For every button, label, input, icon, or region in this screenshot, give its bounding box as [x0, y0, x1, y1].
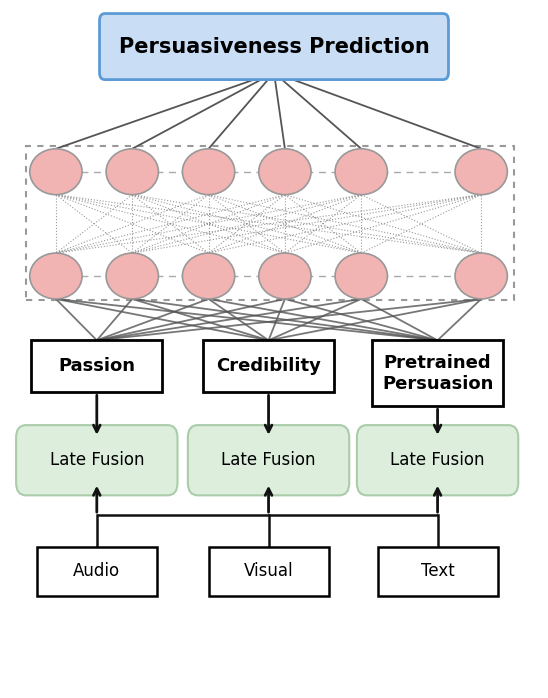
- Text: Text: Text: [421, 563, 454, 581]
- Text: Audio: Audio: [73, 563, 121, 581]
- Bar: [37, 547, 157, 596]
- Ellipse shape: [455, 149, 507, 195]
- Ellipse shape: [259, 253, 311, 299]
- Ellipse shape: [455, 253, 507, 299]
- Ellipse shape: [182, 253, 235, 299]
- Text: Visual: Visual: [244, 563, 293, 581]
- Bar: [209, 547, 328, 596]
- Ellipse shape: [259, 149, 311, 195]
- Ellipse shape: [182, 149, 235, 195]
- Bar: [372, 341, 503, 406]
- FancyBboxPatch shape: [357, 425, 518, 496]
- Text: Late Fusion: Late Fusion: [49, 451, 144, 469]
- Text: Late Fusion: Late Fusion: [390, 451, 485, 469]
- Bar: [378, 547, 498, 596]
- Ellipse shape: [30, 149, 82, 195]
- FancyBboxPatch shape: [16, 425, 178, 496]
- Ellipse shape: [106, 149, 158, 195]
- Bar: [31, 341, 162, 392]
- Text: Pretrained
Persuasion: Pretrained Persuasion: [382, 354, 493, 393]
- FancyBboxPatch shape: [188, 425, 349, 496]
- Text: Credibility: Credibility: [216, 357, 321, 376]
- Ellipse shape: [335, 253, 387, 299]
- FancyBboxPatch shape: [100, 13, 448, 80]
- Ellipse shape: [335, 149, 387, 195]
- Bar: [203, 341, 334, 392]
- Bar: [26, 146, 514, 300]
- Text: Late Fusion: Late Fusion: [221, 451, 316, 469]
- Text: Persuasiveness Prediction: Persuasiveness Prediction: [118, 36, 430, 57]
- Ellipse shape: [106, 253, 158, 299]
- Text: Passion: Passion: [58, 357, 135, 376]
- Ellipse shape: [30, 253, 82, 299]
